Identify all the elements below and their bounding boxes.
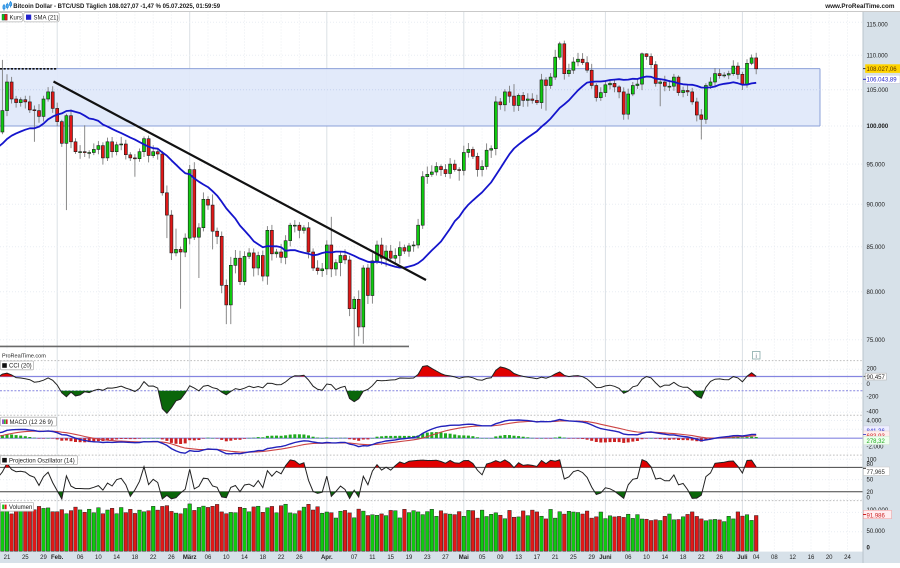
svg-text:91.986: 91.986: [867, 513, 886, 519]
svg-text:22: 22: [278, 555, 285, 561]
svg-text:Bitcoin Dollar - BTC/USD Tägli: Bitcoin Dollar - BTC/USD Täglich 108.027…: [13, 4, 220, 10]
svg-text:06: 06: [77, 555, 84, 561]
svg-text:85.000: 85.000: [867, 245, 886, 251]
svg-text:110.000: 110.000: [867, 53, 889, 59]
svg-text:278,32: 278,32: [867, 439, 886, 445]
svg-text:21: 21: [4, 555, 11, 561]
svg-text:-2.000: -2.000: [867, 445, 885, 451]
svg-text:27: 27: [442, 555, 449, 561]
svg-text:25: 25: [22, 555, 29, 561]
svg-text:18: 18: [259, 555, 266, 561]
svg-text:115.000: 115.000: [867, 23, 889, 29]
svg-text:77,965: 77,965: [867, 470, 886, 476]
svg-text:www.ProRealTime.com: www.ProRealTime.com: [824, 3, 895, 10]
svg-text:15: 15: [387, 555, 394, 561]
svg-text:17: 17: [534, 555, 541, 561]
svg-text:Apr.: Apr.: [321, 555, 333, 561]
svg-text:105.000: 105.000: [867, 88, 889, 94]
svg-text:14: 14: [113, 555, 120, 561]
svg-text:50: 50: [867, 478, 874, 484]
svg-text:18: 18: [132, 555, 139, 561]
svg-text:20: 20: [826, 555, 833, 561]
svg-text:07: 07: [351, 555, 358, 561]
svg-text:-400: -400: [867, 409, 880, 415]
svg-text:22: 22: [150, 555, 157, 561]
svg-text:95.000: 95.000: [867, 162, 886, 168]
svg-text:13: 13: [515, 555, 522, 561]
svg-text:90,457: 90,457: [867, 375, 886, 381]
svg-text:Volumen: Volumen: [9, 505, 32, 511]
svg-text:26: 26: [296, 555, 303, 561]
svg-text:05: 05: [479, 555, 486, 561]
svg-text:10: 10: [95, 555, 102, 561]
svg-text:10: 10: [223, 555, 230, 561]
svg-text:04: 04: [753, 555, 760, 561]
svg-text:10: 10: [643, 555, 650, 561]
svg-text:106.043,89: 106.043,89: [867, 78, 898, 84]
svg-text:März: März: [183, 555, 197, 561]
svg-text:14: 14: [241, 555, 248, 561]
svg-text:22: 22: [698, 555, 705, 561]
svg-text:18: 18: [680, 555, 687, 561]
svg-text:09: 09: [497, 555, 504, 561]
svg-text:200: 200: [867, 367, 878, 373]
svg-text:75.000: 75.000: [867, 338, 886, 344]
svg-text:06: 06: [205, 555, 212, 561]
svg-text:Juli: Juli: [737, 555, 748, 561]
svg-text:14: 14: [661, 555, 668, 561]
svg-text:Juni: Juni: [599, 555, 612, 561]
svg-text:SMA (21): SMA (21): [34, 15, 59, 21]
svg-text:23: 23: [424, 555, 431, 561]
svg-text:108.027,06: 108.027,06: [867, 67, 898, 73]
svg-text:24: 24: [844, 555, 851, 561]
svg-text:Kurs: Kurs: [10, 15, 22, 21]
svg-text:12: 12: [789, 555, 796, 561]
svg-text:19: 19: [406, 555, 413, 561]
svg-text:ProRealTime.com: ProRealTime.com: [2, 353, 46, 359]
svg-text:06: 06: [625, 555, 632, 561]
svg-text:80.000: 80.000: [867, 290, 886, 296]
svg-text:16: 16: [808, 555, 815, 561]
svg-text:08: 08: [771, 555, 778, 561]
svg-text:MACD (12 26 9): MACD (12 26 9): [10, 420, 53, 426]
svg-text:-200: -200: [867, 395, 880, 401]
svg-text:CCI (20): CCI (20): [9, 364, 32, 370]
svg-text:i: i: [756, 354, 757, 360]
svg-text:26: 26: [168, 555, 175, 561]
svg-text:21: 21: [552, 555, 559, 561]
svg-text:11: 11: [369, 555, 376, 561]
svg-text:50.000: 50.000: [867, 529, 886, 535]
svg-text:100.000: 100.000: [867, 124, 889, 130]
svg-text:29: 29: [588, 555, 595, 561]
svg-text:Feb.: Feb.: [51, 555, 64, 561]
svg-text:25: 25: [570, 555, 577, 561]
svg-text:26: 26: [716, 555, 723, 561]
svg-text:90.000: 90.000: [867, 203, 886, 209]
svg-text:4.000: 4.000: [867, 419, 883, 425]
svg-text:Projection Oszillator (14): Projection Oszillator (14): [9, 458, 75, 464]
svg-text:Mai: Mai: [459, 555, 469, 561]
svg-text:29: 29: [40, 555, 47, 561]
